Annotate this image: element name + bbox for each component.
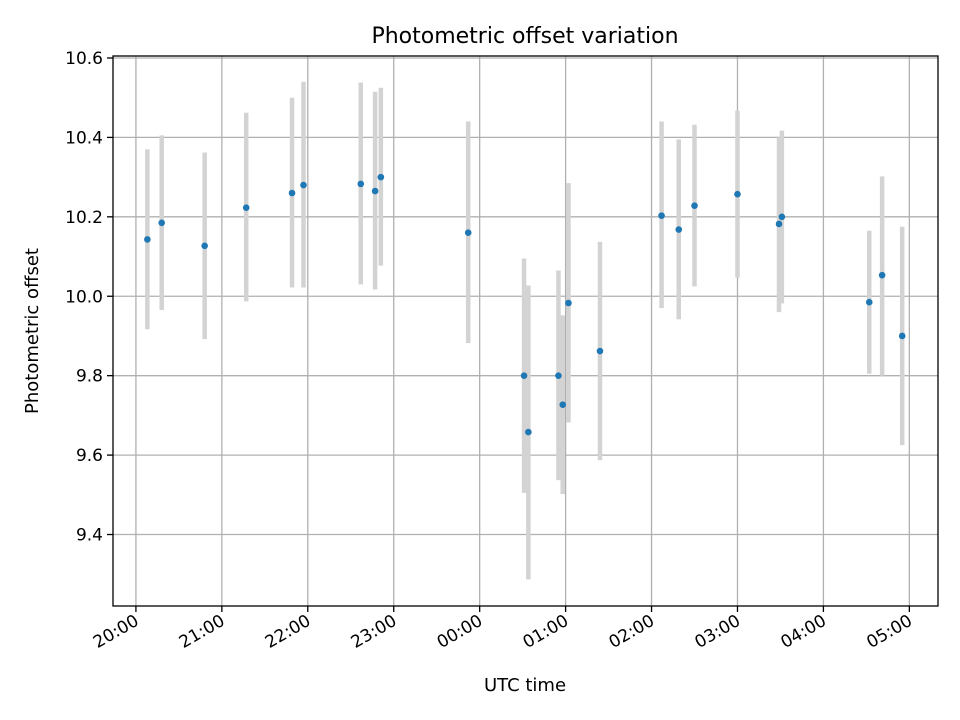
data-point (691, 202, 698, 210)
y-tick-label: 9.4 (76, 526, 103, 546)
error-bars (145, 81, 905, 580)
data-point (658, 212, 665, 219)
y-tick-label: 9.6 (76, 446, 103, 466)
x-tick-label: 20:00 (90, 611, 142, 653)
data-point (778, 213, 786, 221)
y-tick-label: 10.6 (65, 49, 103, 69)
x-tick-label: 01:00 (520, 611, 572, 653)
data-point (158, 219, 165, 227)
data-point (565, 299, 572, 307)
data-point (525, 428, 532, 436)
x-tick-label: 23:00 (348, 611, 400, 653)
data-point (464, 229, 472, 237)
data-point (865, 298, 873, 306)
y-tick-label: 10.2 (65, 208, 103, 228)
data-point (675, 226, 683, 233)
data-point (898, 332, 906, 340)
x-tick-label: 22:00 (262, 611, 314, 653)
data-point (357, 180, 365, 188)
y-tick-label: 10.0 (65, 287, 103, 307)
data-point (734, 190, 741, 198)
axis-ticks: 20:00 21:00 22:00 23:00 00:00 01:00 02:00 03:00… (65, 49, 916, 653)
data-points (144, 173, 906, 436)
y-axis-label: Photometric offset (22, 248, 43, 414)
data-point (555, 372, 562, 379)
data-point (775, 220, 783, 228)
x-tick-label: 21:00 (176, 611, 228, 653)
x-axis-label: UTC time (484, 675, 566, 696)
data-point (144, 236, 151, 243)
x-tick-label: 03:00 (692, 611, 744, 653)
chart-title: Photometric offset variation (371, 24, 678, 49)
data-point (300, 181, 307, 189)
x-tick-label: 00:00 (434, 611, 486, 653)
data-point (288, 189, 296, 197)
data-point (559, 401, 567, 408)
x-tick-label: 04:00 (777, 611, 829, 653)
x-tick-label: 02:00 (606, 611, 658, 653)
data-point (371, 187, 379, 195)
data-point (596, 347, 604, 355)
data-point (242, 204, 250, 211)
data-point (878, 271, 886, 279)
plot-frame (112, 55, 939, 607)
data-point (377, 173, 385, 181)
data-point (201, 242, 208, 250)
x-tick-label: 05:00 (863, 611, 915, 653)
data-point (520, 372, 528, 379)
y-tick-label: 9.8 (76, 367, 103, 387)
y-tick-label: 10.4 (65, 128, 103, 148)
